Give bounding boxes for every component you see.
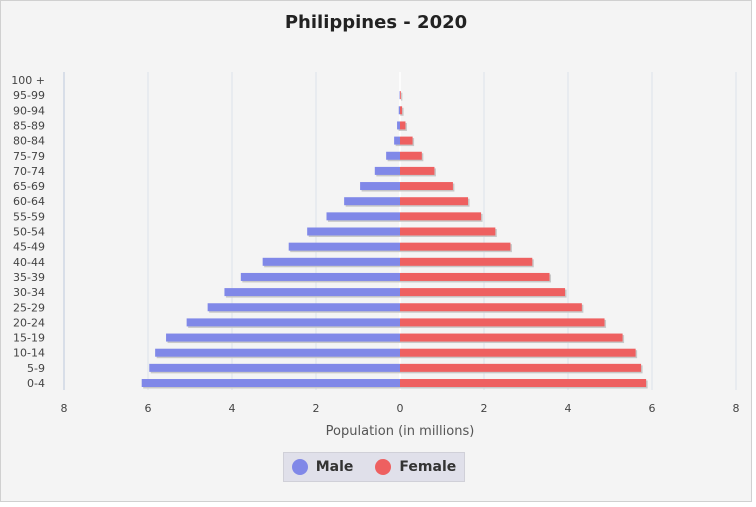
- x-tick-label: 8: [61, 402, 68, 415]
- x-tick-label: 2: [481, 402, 488, 415]
- bar-female[interactable]: [400, 166, 435, 175]
- bar-female[interactable]: [400, 106, 403, 115]
- y-tick-label: 50-54: [13, 226, 45, 239]
- bar-male[interactable]: [374, 166, 400, 175]
- bar-female[interactable]: [400, 121, 406, 130]
- bar-female[interactable]: [400, 91, 401, 100]
- bar-female[interactable]: [400, 303, 582, 312]
- x-tick-label: 8: [733, 402, 740, 415]
- x-tick-label: 4: [565, 402, 572, 415]
- bar-male[interactable]: [149, 363, 400, 372]
- bar-female[interactable]: [400, 151, 422, 160]
- y-tick-label: 40-44: [13, 256, 45, 269]
- x-tick-label: 6: [145, 402, 152, 415]
- bar-male[interactable]: [307, 227, 400, 236]
- bar-male[interactable]: [386, 151, 400, 160]
- x-axis-title: Population (in millions): [326, 424, 475, 439]
- bar-male[interactable]: [398, 106, 400, 115]
- legend-swatch-male: [291, 459, 308, 475]
- bar-male[interactable]: [155, 348, 400, 357]
- bar-female[interactable]: [400, 136, 413, 145]
- y-tick-label: 100 +: [11, 74, 45, 87]
- bar-female[interactable]: [400, 318, 605, 327]
- bar-male[interactable]: [224, 288, 400, 297]
- bar-female[interactable]: [400, 272, 550, 281]
- bar-male[interactable]: [186, 318, 400, 327]
- chart-legend: Male Female: [283, 452, 465, 482]
- bar-male[interactable]: [344, 197, 400, 206]
- bar-female[interactable]: [400, 227, 496, 236]
- bar-female[interactable]: [400, 257, 533, 266]
- bar-male[interactable]: [326, 212, 401, 221]
- y-tick-label: 25-29: [13, 301, 45, 314]
- x-tick-label: 0: [397, 402, 404, 415]
- y-tick-label: 65-69: [13, 180, 45, 193]
- legend-label-male: Male: [315, 459, 354, 475]
- x-tick-label: 2: [313, 402, 320, 415]
- bar-female[interactable]: [400, 212, 482, 221]
- y-tick-label: 0-4: [27, 377, 45, 390]
- population-pyramid-chart: 100 + 95-99 90-94 85-89 80-84 75-79 70-74 65-69…: [11, 72, 740, 439]
- y-tick-label: 95-99: [13, 89, 45, 102]
- bar-male[interactable]: [207, 303, 400, 312]
- y-tick-label: 55-59: [13, 210, 45, 223]
- y-tick-label: 75-79: [13, 150, 45, 163]
- bar-male[interactable]: [394, 136, 400, 145]
- bar-female[interactable]: [400, 348, 636, 357]
- bar-male[interactable]: [166, 333, 400, 342]
- bar-male[interactable]: [262, 257, 400, 266]
- bar-male[interactable]: [240, 272, 400, 281]
- chart-title: Philippines - 2020: [284, 12, 468, 33]
- legend-swatch-female: [375, 459, 392, 475]
- y-tick-label: 90-94: [13, 104, 45, 117]
- legend-item-male[interactable]: Male: [291, 459, 354, 475]
- y-tick-label: 30-34: [13, 286, 45, 299]
- y-tick-label: 45-49: [13, 241, 45, 254]
- bar-male[interactable]: [360, 182, 400, 191]
- legend-label-female: Female: [399, 459, 457, 475]
- bar-shadow: [401, 107, 404, 116]
- x-tick-label: 6: [649, 402, 656, 415]
- bar-female[interactable]: [400, 288, 566, 297]
- y-tick-label: 85-89: [13, 119, 45, 132]
- y-tick-label: 60-64: [13, 195, 45, 208]
- y-tick-label: 15-19: [13, 332, 45, 345]
- bar-shadow: [401, 92, 403, 101]
- legend-item-female[interactable]: Female: [375, 459, 456, 475]
- bar-female[interactable]: [400, 363, 642, 372]
- bar-female[interactable]: [400, 379, 647, 387]
- bar-male[interactable]: [397, 121, 400, 130]
- x-tick-label: 4: [229, 402, 236, 415]
- bar-male[interactable]: [288, 242, 400, 251]
- y-tick-label: 5-9: [27, 362, 45, 375]
- bar-male[interactable]: [141, 379, 400, 387]
- y-tick-label: 70-74: [13, 165, 45, 178]
- y-tick-label: 20-24: [13, 316, 45, 329]
- y-tick-label: 35-39: [13, 271, 45, 284]
- y-tick-label: 10-14: [13, 347, 45, 360]
- bar-female[interactable]: [400, 242, 511, 251]
- bar-female[interactable]: [400, 182, 453, 191]
- y-tick-label: 80-84: [13, 135, 45, 148]
- bar-female[interactable]: [400, 333, 623, 342]
- bar-female[interactable]: [400, 197, 469, 206]
